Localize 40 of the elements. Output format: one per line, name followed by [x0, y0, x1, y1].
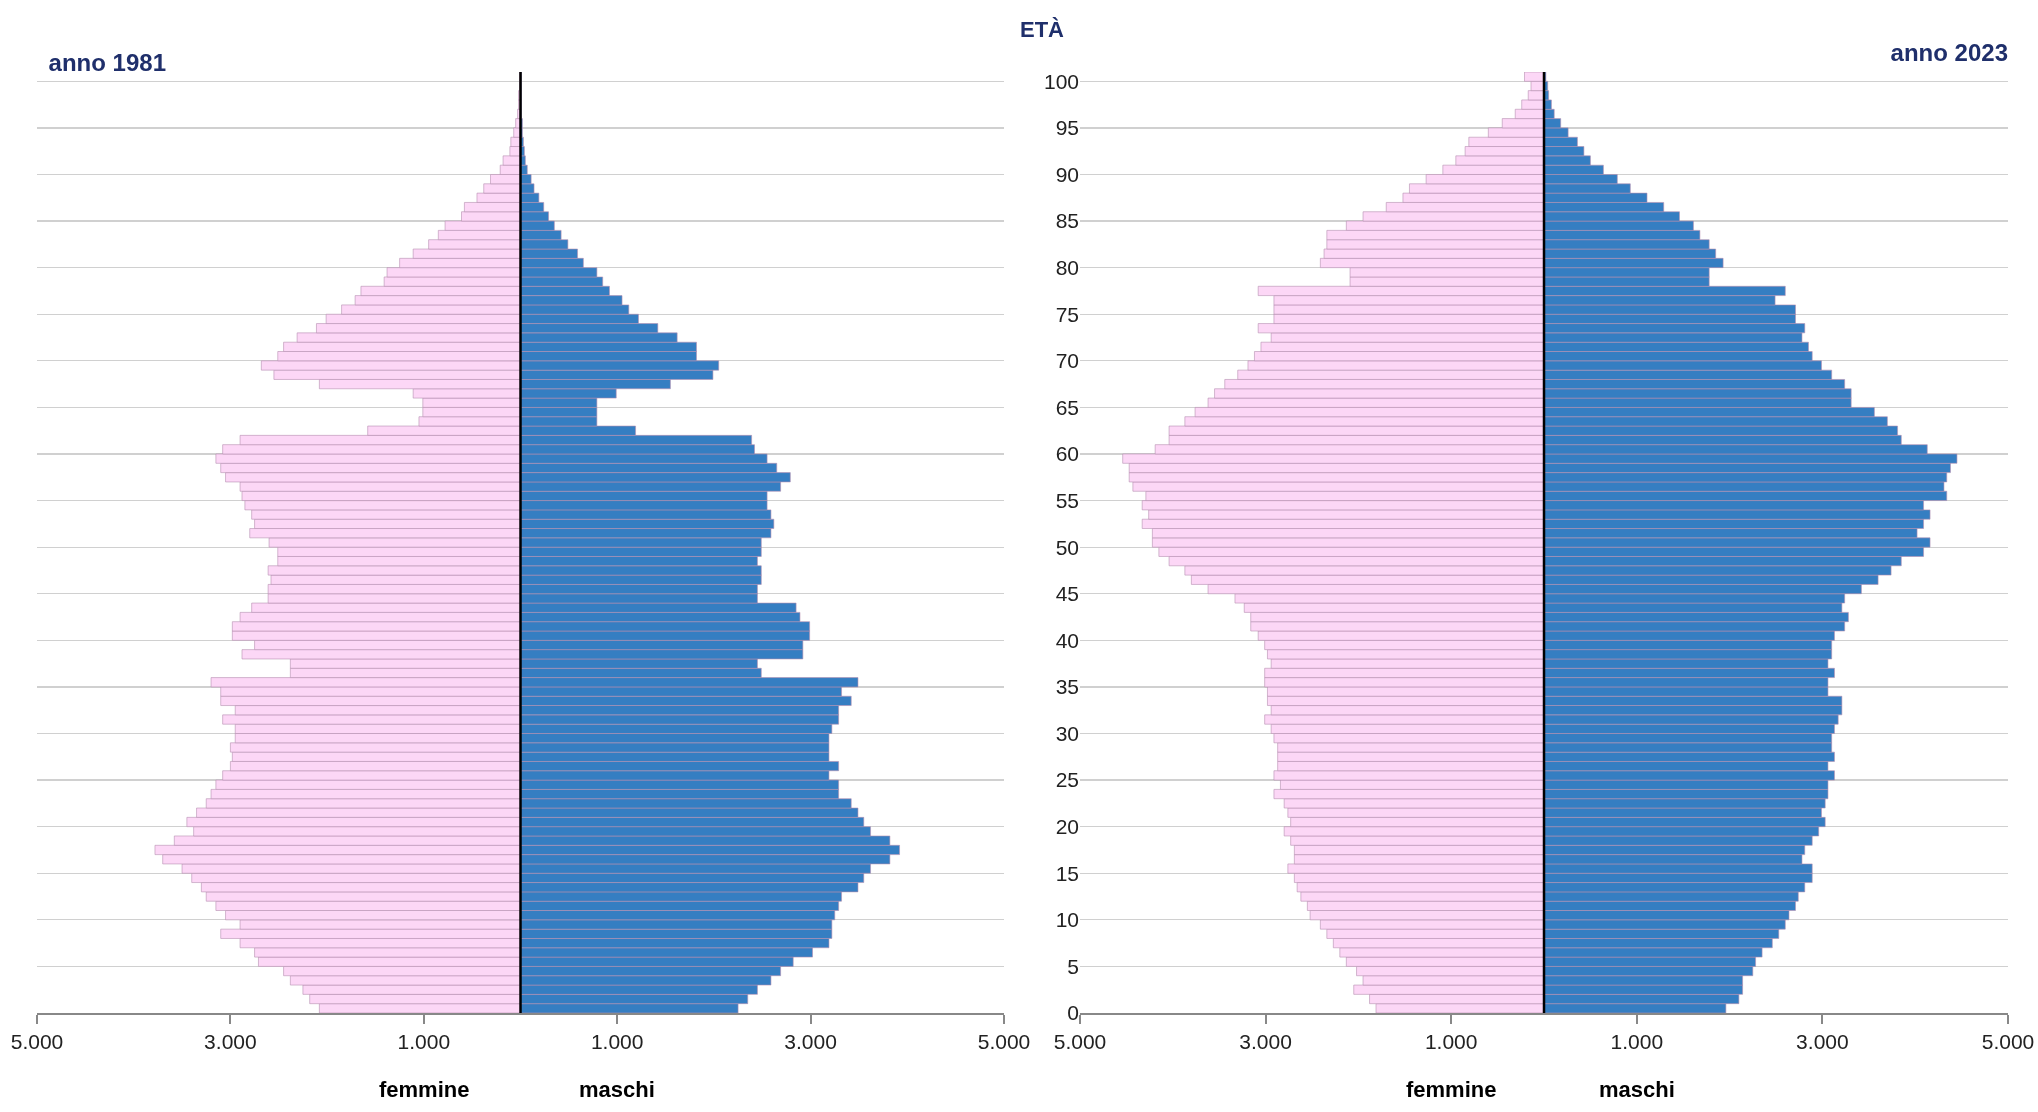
- x-tick-label: 5.000: [10, 1030, 64, 1054]
- x-tick-label: 3.000: [784, 1030, 837, 1054]
- y-axis-title: ETÀ: [1020, 17, 1065, 42]
- y-tick-label: 50: [1055, 535, 1079, 559]
- y-tick-label: 5: [1067, 954, 1079, 978]
- chart-title: anno 1981: [48, 48, 166, 76]
- text: maschi: [1599, 1077, 1675, 1102]
- y-tick-label: 95: [1055, 116, 1079, 140]
- x-tick-label: 5.000: [977, 1030, 1031, 1054]
- x-tick-label: 3.000: [204, 1030, 257, 1054]
- y-tick-label: 70: [1055, 349, 1079, 373]
- y-tick-label: 75: [1055, 302, 1079, 326]
- text: femmine: [1406, 1077, 1497, 1102]
- y-tick-label: 90: [1055, 162, 1079, 186]
- y-tick-label: 100: [1043, 69, 1079, 93]
- x-tick-label: 3.000: [1239, 1030, 1292, 1054]
- chart-title: anno 2023: [1890, 38, 2008, 66]
- y-tick-label: 10: [1055, 908, 1079, 932]
- x-tick-label: 1.000: [590, 1030, 644, 1054]
- y-tick-label: 30: [1055, 721, 1079, 745]
- x-tick-label: 5.000: [1053, 1030, 1107, 1054]
- x-tick-label: 3.000: [1796, 1030, 1849, 1054]
- y-tick-label: 40: [1055, 628, 1079, 652]
- y-tick-label: 55: [1055, 488, 1079, 512]
- y-tick-label: 80: [1055, 256, 1079, 279]
- y-tick-label: 0: [1067, 1001, 1079, 1025]
- y-tick-label: 20: [1055, 815, 1079, 839]
- x-tick-label: 1.000: [1610, 1030, 1664, 1054]
- y-tick-label: 45: [1055, 582, 1079, 606]
- text: maschi: [579, 1077, 655, 1102]
- y-tick-label: 15: [1055, 861, 1079, 885]
- x-tick-label: 1.000: [1424, 1030, 1478, 1054]
- x-tick-label: 1.000: [397, 1030, 451, 1054]
- y-tick-label: 85: [1055, 209, 1079, 233]
- x-tick-label: 5.000: [1981, 1030, 2035, 1054]
- y-tick-label: 60: [1055, 442, 1079, 466]
- y-tick-label: 35: [1055, 675, 1079, 699]
- y-tick-label: 25: [1055, 768, 1079, 792]
- text: femmine: [379, 1077, 470, 1102]
- y-tick-label: 65: [1055, 395, 1079, 419]
